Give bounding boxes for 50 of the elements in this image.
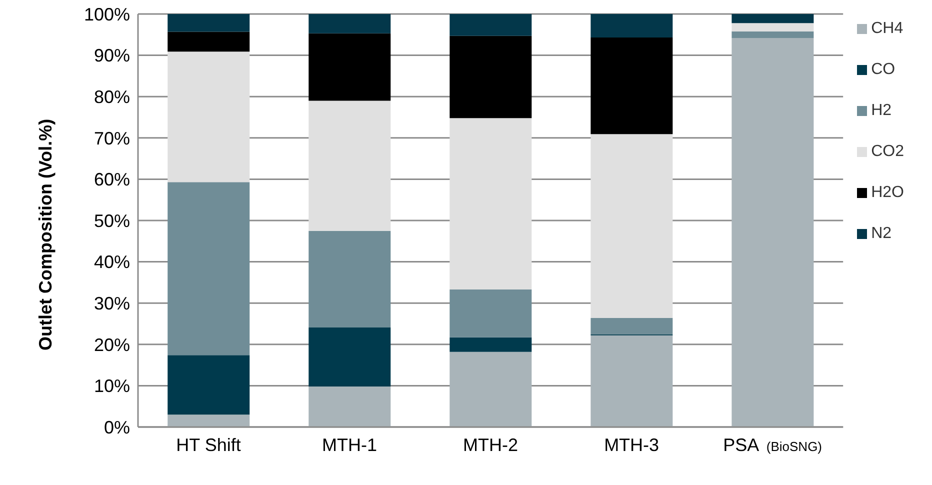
bar [450, 14, 532, 36]
bar [308, 100, 391, 231]
legend-label: CO [871, 61, 896, 78]
bar [308, 386, 391, 427]
x-tick-label: PSA (BioSNG) [723, 435, 822, 455]
y-tick-label: 30% [94, 293, 130, 314]
bar [590, 134, 673, 318]
y-axis-title: Outlet Composition (Vol.%) [35, 118, 56, 350]
y-tick-label: 80% [94, 86, 130, 107]
bar [590, 14, 673, 38]
bar [168, 32, 250, 52]
legend-label: N2 [871, 225, 892, 242]
y-tick-label: 10% [94, 376, 130, 396]
bar [450, 118, 532, 290]
x-tick-label: MTH-1 [322, 435, 378, 455]
y-tick-label: 40% [94, 252, 130, 272]
legend-label: CH4 [871, 20, 904, 37]
bar [732, 23, 814, 32]
bar [308, 230, 391, 328]
y-tick-label: 60% [94, 170, 130, 190]
legend-label: CO2 [871, 143, 904, 160]
bar [732, 14, 814, 24]
legend-label: H2 [871, 102, 892, 119]
x-tick-label: HT Shift [176, 435, 241, 455]
bar [450, 289, 532, 338]
x-tick-label: MTH-3 [604, 435, 660, 455]
y-tick-label: 0% [104, 417, 130, 438]
x-tick-label: MTH-2 [463, 435, 518, 455]
bar [168, 355, 250, 415]
y-tick-label: 100% [84, 4, 130, 24]
bar [308, 14, 391, 34]
y-tick-label: 70% [94, 128, 130, 148]
bar [450, 337, 532, 352]
bar [732, 38, 814, 427]
bar [168, 52, 250, 182]
bar [308, 33, 391, 101]
bar [168, 182, 250, 356]
bar [590, 38, 673, 134]
bar [732, 31, 814, 38]
bar [450, 36, 532, 118]
bar [450, 352, 532, 427]
bar [590, 318, 673, 334]
bar [168, 414, 250, 427]
y-tick-label: 20% [94, 334, 130, 355]
y-tick-label: 50% [94, 210, 130, 231]
bar [590, 335, 673, 427]
bar [308, 327, 391, 387]
bar [168, 14, 250, 32]
y-tick-label: 90% [94, 46, 130, 66]
legend-label: H2O [871, 184, 904, 201]
